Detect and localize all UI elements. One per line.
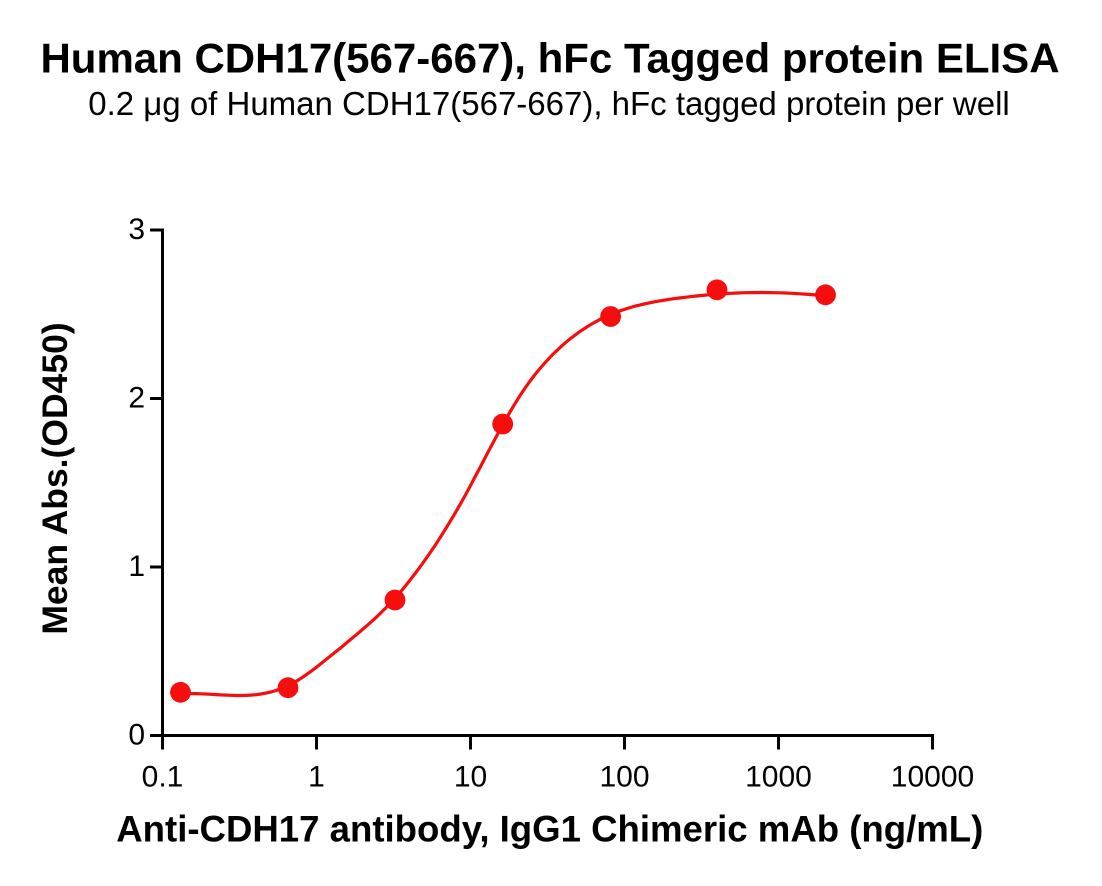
svg-text:0.2 μg of Human CDH17(567-667): 0.2 μg of Human CDH17(567-667), hFc tagg…: [88, 85, 1010, 122]
svg-text:100: 100: [599, 761, 649, 794]
svg-text:Anti-CDH17 antibody, IgG1 Chim: Anti-CDH17 antibody, IgG1 Chimeric mAb (…: [116, 809, 983, 850]
svg-text:1000: 1000: [745, 761, 812, 794]
svg-text:Human CDH17(567-667), hFc Tagg: Human CDH17(567-667), hFc Tagged protein…: [40, 35, 1059, 82]
svg-text:10000: 10000: [891, 761, 974, 794]
svg-text:1: 1: [128, 550, 145, 583]
svg-text:3: 3: [128, 213, 145, 246]
svg-text:2: 2: [128, 382, 145, 415]
svg-text:0: 0: [128, 719, 145, 752]
svg-text:1: 1: [308, 761, 325, 794]
svg-text:Mean Abs.(OD450): Mean Abs.(OD450): [35, 322, 75, 634]
svg-text:10: 10: [454, 761, 487, 794]
svg-text:0.1: 0.1: [142, 761, 184, 794]
